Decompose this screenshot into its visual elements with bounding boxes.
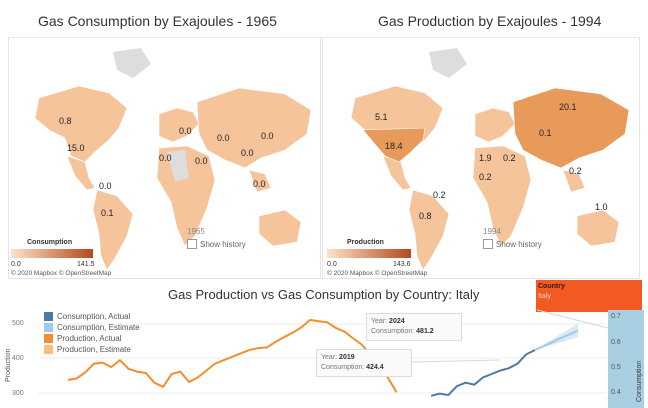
consumption-map-land bbox=[34, 48, 312, 271]
map-value-label: 0.0 bbox=[159, 153, 172, 163]
legend-swatch bbox=[44, 312, 53, 321]
legend-swatch bbox=[44, 345, 53, 354]
country-filter[interactable]: Country Italy bbox=[536, 280, 642, 312]
color-legend-bar bbox=[11, 249, 93, 258]
estimate-confidence-band bbox=[534, 323, 578, 351]
map-attribution[interactable]: © 2020 Mapbox © OpenStreetMap bbox=[327, 270, 428, 277]
show-history-toggle[interactable]: Show history bbox=[483, 239, 542, 249]
right-tick-label: 0.7 bbox=[611, 313, 621, 320]
show-history-label: Show history bbox=[496, 239, 542, 249]
consumption-axis-band bbox=[608, 310, 644, 408]
map-value-label: 0.0 bbox=[241, 148, 254, 158]
map-value-label: 0.2 bbox=[433, 190, 446, 200]
legend-min: 0.0 bbox=[11, 261, 21, 268]
map-value-label: 0.8 bbox=[419, 211, 432, 221]
legend-max: 141.5 bbox=[77, 261, 95, 268]
legend-item-production-actual[interactable]: Production, Actual bbox=[44, 334, 121, 343]
consumption-map[interactable]: 0.8 15.0 0.0 0.0 0.0 0.0 0.0 0.1 0.0 0.0… bbox=[8, 37, 321, 279]
series-line-1[interactable] bbox=[534, 329, 579, 352]
map-value-label: 0.0 bbox=[179, 126, 192, 136]
legend-item-consumption-actual[interactable]: Consumption, Actual bbox=[44, 312, 130, 321]
map-year: 1994 bbox=[483, 227, 501, 236]
map-value-label: 0.2 bbox=[569, 166, 582, 176]
legend-label: Consumption, Actual bbox=[57, 312, 131, 321]
production-map-land bbox=[350, 48, 630, 271]
map-value-label: 0.0 bbox=[195, 156, 208, 166]
legend-title: Consumption bbox=[27, 239, 73, 246]
map-value-label: 0.2 bbox=[479, 172, 492, 182]
legend-swatch bbox=[44, 323, 53, 332]
y-axis-label: Production bbox=[5, 348, 12, 382]
map-value-label: 0.1 bbox=[539, 128, 552, 138]
map-value-label: 0.0 bbox=[99, 181, 112, 191]
y-tick-label: 300 bbox=[12, 390, 24, 397]
tooltip-year: 2019 bbox=[339, 354, 355, 361]
map-value-label: 0.1 bbox=[101, 208, 114, 218]
map-value-label: 1.9 bbox=[479, 153, 492, 163]
map-value-label: 0.2 bbox=[503, 153, 516, 163]
map-value-label: 0.0 bbox=[261, 131, 274, 141]
map-year: 1965 bbox=[187, 227, 205, 236]
production-consumption-chart[interactable] bbox=[0, 300, 648, 408]
y-tick-label: 400 bbox=[12, 355, 24, 362]
map-value-label: 0.0 bbox=[253, 179, 266, 189]
tooltip-value: 481.2 bbox=[416, 328, 434, 335]
legend-label: Consumption, Estimate bbox=[57, 323, 140, 332]
tooltip-2019: Year: 2019 Consumption: 424.4 bbox=[316, 349, 412, 377]
right-tick-label: 0.5 bbox=[611, 364, 621, 371]
consumption-map-title: Gas Consumption by Exajoules - 1965 bbox=[38, 13, 277, 29]
chart-title: Gas Production vs Gas Consumption by Cou… bbox=[168, 287, 480, 302]
production-map[interactable]: 5.1 18.4 20.1 0.1 1.9 0.2 0.2 0.2 0.8 1.… bbox=[322, 37, 640, 279]
map-value-label: 15.0 bbox=[67, 143, 85, 153]
right-axis-label: Consumption bbox=[636, 360, 643, 402]
color-legend-bar bbox=[327, 249, 411, 258]
series-line-0[interactable] bbox=[430, 349, 536, 397]
legend-item-consumption-estimate[interactable]: Consumption, Estimate bbox=[44, 323, 140, 332]
legend-min: 0.0 bbox=[327, 261, 337, 268]
legend-max: 143.6 bbox=[393, 261, 411, 268]
map-value-label: 0.0 bbox=[217, 133, 230, 143]
country-filter-label: Country bbox=[538, 283, 565, 290]
legend-label: Production, Estimate bbox=[57, 345, 131, 354]
country-filter-value[interactable]: Italy bbox=[538, 293, 551, 300]
tooltip-connector bbox=[536, 309, 609, 329]
checkbox[interactable] bbox=[483, 239, 493, 249]
map-value-label: 18.4 bbox=[385, 141, 403, 151]
tooltip-2024: Year: 2024 Consumption: 481.2 bbox=[366, 313, 462, 341]
map-value-label: 5.1 bbox=[375, 112, 388, 122]
legend-swatch bbox=[44, 334, 53, 343]
show-history-toggle[interactable]: Show history bbox=[187, 239, 246, 249]
tooltip-connector bbox=[411, 359, 501, 363]
legend-title: Production bbox=[347, 239, 384, 246]
legend-label: Production, Actual bbox=[57, 334, 122, 343]
map-value-label: 0.8 bbox=[59, 116, 72, 126]
tooltip-year: 2024 bbox=[389, 318, 405, 325]
right-tick-label: 0.4 bbox=[611, 389, 621, 396]
series-line-2[interactable] bbox=[67, 318, 398, 393]
production-map-title: Gas Production by Exajoules - 1994 bbox=[378, 13, 602, 29]
right-tick-label: 0.6 bbox=[611, 339, 621, 346]
map-attribution[interactable]: © 2020 Mapbox © OpenStreetMap bbox=[11, 270, 112, 277]
checkbox[interactable] bbox=[187, 239, 197, 249]
tooltip-value: 424.4 bbox=[366, 364, 384, 371]
map-value-label: 20.1 bbox=[559, 102, 577, 112]
show-history-label: Show history bbox=[200, 239, 246, 249]
legend-item-production-estimate[interactable]: Production, Estimate bbox=[44, 345, 131, 354]
map-value-label: 1.0 bbox=[595, 202, 608, 212]
y-tick-label: 500 bbox=[12, 320, 24, 327]
